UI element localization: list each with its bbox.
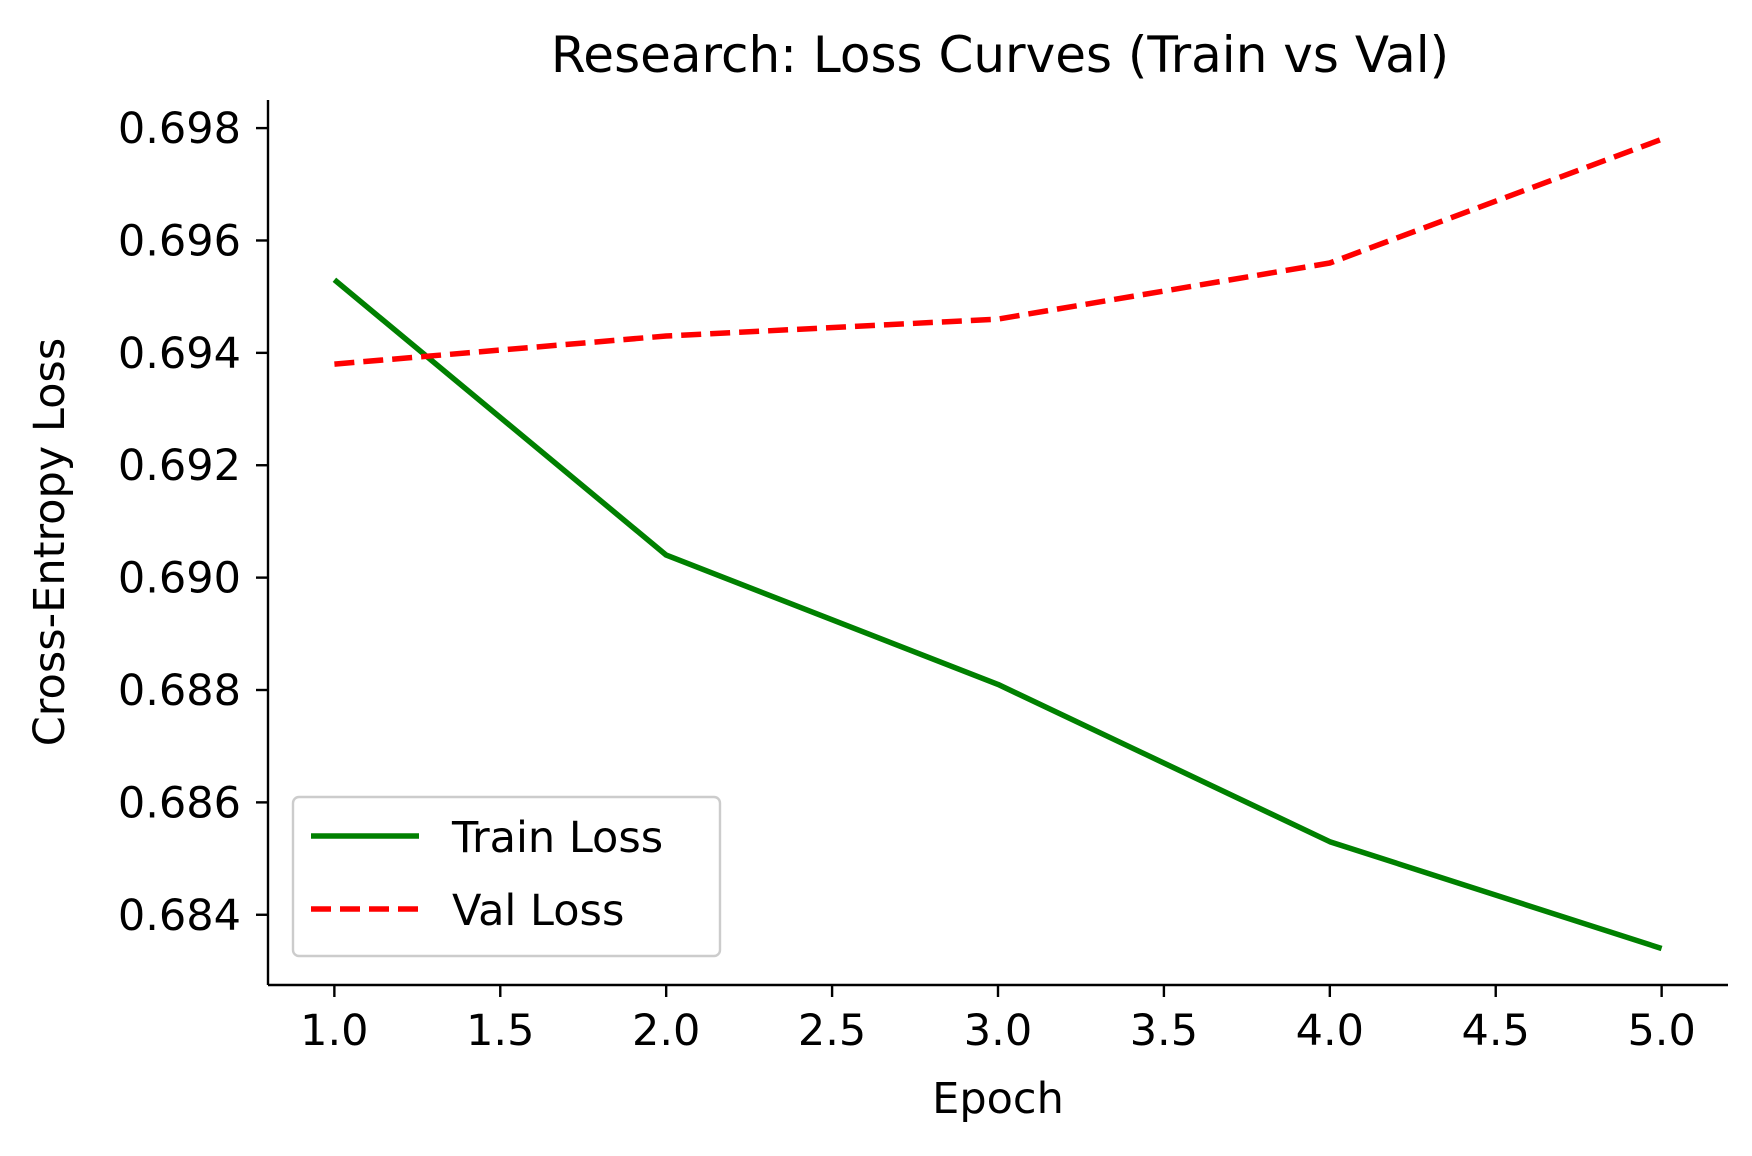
x-tick-label: 1.0 [300,1006,368,1056]
chart-title: Research: Loss Curves (Train vs Val) [551,26,1449,84]
series-lines [332,136,1663,952]
y-tick-label: 0.684 [118,891,241,941]
y-tick-label: 0.692 [118,441,241,491]
legend-val-loss-label: Val Loss [452,886,624,936]
legend-train-loss-label: Train Loss [451,813,663,863]
x-tick-label: 4.5 [1462,1006,1530,1056]
axis-ticks: 1.0 1.5 2.0 2.5 3.0 3.5 4.0 4.5 5.0 0.684 0.686 0.6… [118,104,1696,1056]
x-tick-label: 2.0 [632,1006,700,1056]
y-tick-label: 0.690 [118,554,241,604]
y-tick-label: 0.686 [118,778,241,828]
y-tick-label: 0.698 [118,104,241,154]
x-tick-label: 1.5 [466,1006,534,1056]
x-tick-label: 2.5 [798,1006,866,1056]
x-axis-label: Epoch [932,1074,1064,1124]
x-tick-label: 5.0 [1627,1006,1695,1056]
x-tick-label: 4.0 [1296,1006,1364,1056]
y-tick-label: 0.688 [118,666,241,716]
legend: Train Loss Val Loss [291,795,722,958]
x-tick-label: 3.0 [964,1006,1032,1056]
y-tick-label: 0.696 [118,216,241,266]
x-tick-label: 3.5 [1130,1006,1198,1056]
y-axis-label: Cross-Entropy Loss [25,338,75,746]
y-tick-label: 0.694 [118,329,241,379]
series-line-val-loss [334,136,1663,367]
series-line-train-loss [332,277,1663,952]
